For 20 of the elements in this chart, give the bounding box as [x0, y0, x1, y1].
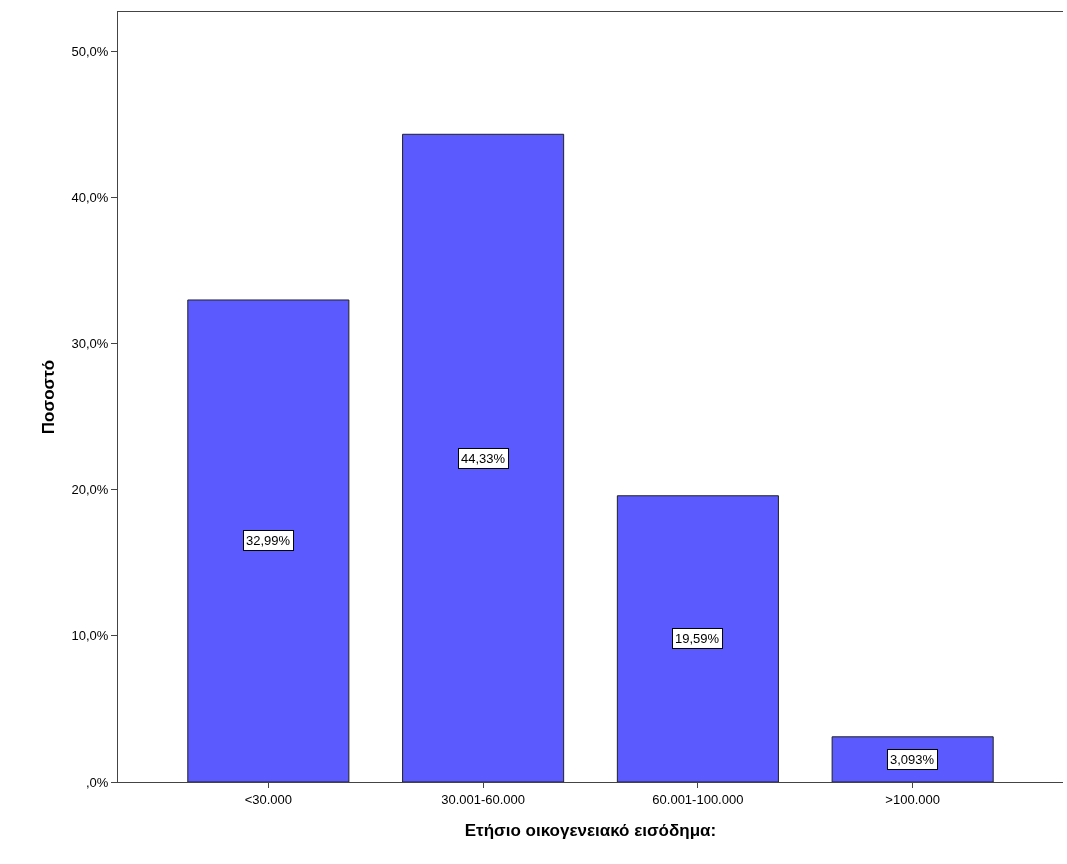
data-label: 32,99% [246, 533, 291, 548]
data-label: 3,093% [890, 752, 935, 767]
x-tick-label: 30.001-60.000 [441, 791, 526, 807]
bar [616, 495, 779, 782]
data-label: 44,33% [461, 451, 506, 466]
bar [831, 736, 994, 782]
bar [187, 299, 350, 782]
y-axis-title: Ποσοστό [39, 359, 59, 435]
x-tick-label: >100.000 [885, 791, 940, 807]
x-tick-label: <30.000 [244, 791, 293, 807]
y-tick-label: 10,0% [71, 628, 109, 644]
x-tick-label: 60.001-100.000 [652, 791, 744, 807]
x-axis-title: Ετήσιο οικογενειακό εισόδημα: [464, 821, 717, 840]
data-label: 19,59% [675, 631, 720, 646]
y-tick-label: 50,0% [71, 44, 109, 59]
y-tick-label: 20,0% [71, 482, 109, 498]
y-tick-label: 30,0% [71, 336, 109, 352]
y-tick-label: ,0% [85, 774, 109, 790]
y-tick-label: 40,0% [71, 190, 109, 206]
bar [402, 133, 565, 782]
